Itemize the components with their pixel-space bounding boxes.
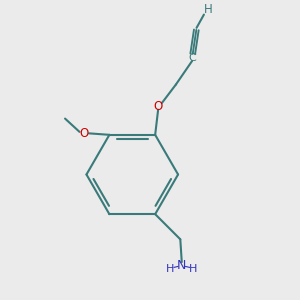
Text: O: O bbox=[154, 100, 163, 113]
Text: C: C bbox=[188, 53, 196, 63]
Text: N: N bbox=[177, 260, 187, 272]
Text: H: H bbox=[189, 264, 197, 274]
Text: H: H bbox=[167, 264, 175, 274]
Text: O: O bbox=[80, 127, 89, 140]
Text: H: H bbox=[204, 3, 213, 16]
